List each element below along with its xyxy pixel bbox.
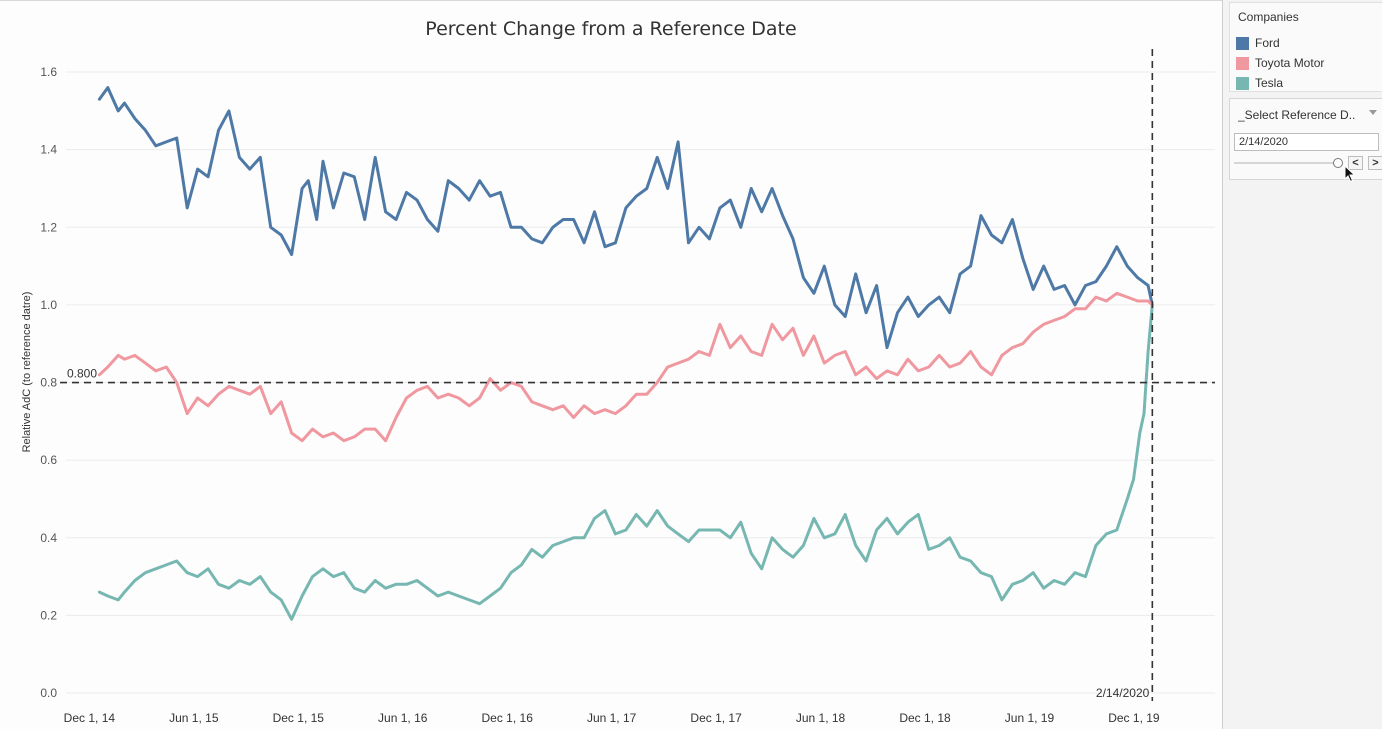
x-tick-label: Dec 1, 16 (482, 711, 534, 725)
chart-area: 0.800 2/14/2020 0.0 0.2 0.4 0.6 0.8 1.0 1.2 1.4 1… (0, 0, 1222, 725)
date-slider-track[interactable] (1234, 162, 1340, 164)
legend-title: Companies (1238, 10, 1299, 24)
series-lines (97, 86, 1154, 621)
reference-date-filter: _Select Reference D... < > (1229, 98, 1382, 183)
legend-item-tesla[interactable]: Tesla (1236, 75, 1283, 91)
x-tick-label: Jun 1, 17 (587, 711, 637, 725)
x-tick-label: Jun 1, 16 (378, 711, 428, 725)
y-tick-label: 1.6 (40, 65, 57, 79)
line-chart: 0.800 2/14/2020 0.0 0.2 0.4 0.6 0.8 1.0 1.2 1.4 1… (21, 18, 1215, 725)
x-tick-label: Jun 1, 19 (1005, 711, 1055, 725)
x-tick-label: Dec 1, 19 (1108, 711, 1160, 725)
x-tick-label: Jun 1, 15 (169, 711, 219, 725)
x-tick-label: Dec 1, 17 (690, 711, 742, 725)
legend-item-toyota-motor[interactable]: Toyota Motor (1236, 55, 1324, 71)
legend-label-tesla: Tesla (1255, 76, 1284, 90)
side-panel: Companies Ford Toyota Motor Tesla _Selec… (1222, 0, 1382, 729)
legend-swatch-toyota-motor (1236, 56, 1249, 70)
legend-swatch-ford (1236, 36, 1249, 50)
next-date-button[interactable]: > (1368, 156, 1382, 170)
series-line-tesla (97, 303, 1154, 621)
mouse-pointer-icon (1344, 165, 1356, 183)
legend-label-ford: Ford (1255, 36, 1280, 50)
x-tick-label: Jun 1, 18 (796, 711, 846, 725)
y-tick-label: 1.4 (40, 143, 57, 157)
x-tick-label: Dec 1, 14 (64, 711, 116, 725)
filter-menu-chevron-down-icon[interactable] (1369, 110, 1377, 115)
axes: 0.0 0.2 0.4 0.6 0.8 1.0 1.2 1.4 1.6 Dec 1, 14 Jun … (40, 65, 1160, 725)
chart-title: Percent Change from a Reference Date (425, 18, 796, 40)
y-tick-label: 1.0 (40, 298, 57, 312)
previous-date-button[interactable]: < (1348, 156, 1363, 170)
y-tick-label: 0.8 (40, 376, 57, 390)
series-line-toyota-motor (97, 291, 1154, 443)
legend-swatch-tesla (1236, 76, 1249, 90)
x-tick-label: Dec 1, 15 (273, 711, 325, 725)
y-tick-label: 0.4 (40, 531, 57, 545)
filter-title[interactable]: _Select Reference D... (1238, 108, 1356, 122)
series-line-ford (97, 86, 1154, 350)
y-tick-label: 0.6 (40, 453, 57, 467)
reference-date-input[interactable] (1234, 133, 1379, 151)
legend-card: Companies Ford Toyota Motor Tesla (1229, 2, 1382, 92)
reference-line-label: 0.800 (67, 367, 97, 381)
legend-label-toyota-motor: Toyota Motor (1255, 56, 1325, 70)
y-tick-label: 1.2 (40, 220, 57, 234)
y-axis-label: Relative AdC (to reference datre) (21, 292, 33, 453)
y-tick-label: 0.2 (40, 608, 57, 622)
legend-item-ford[interactable]: Ford (1236, 35, 1280, 51)
x-tick-label: Dec 1, 18 (899, 711, 951, 725)
reference-lines: 0.800 2/14/2020 (60, 49, 1215, 701)
reference-date-label: 2/14/2020 (1096, 686, 1150, 700)
date-slider-handle[interactable] (1332, 158, 1343, 168)
y-tick-label: 0.0 (40, 686, 57, 700)
